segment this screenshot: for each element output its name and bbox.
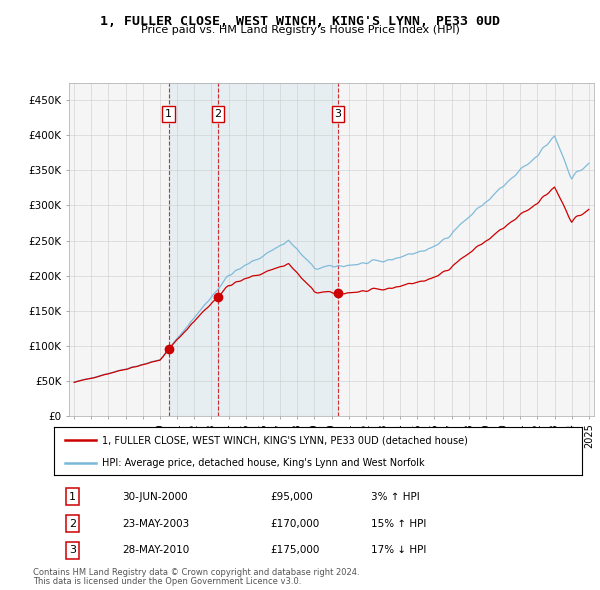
Text: £170,000: £170,000 bbox=[271, 519, 320, 529]
Text: 17% ↓ HPI: 17% ↓ HPI bbox=[371, 545, 426, 555]
Bar bbox=[169, 83, 218, 416]
Text: 15% ↑ HPI: 15% ↑ HPI bbox=[371, 519, 426, 529]
Text: £175,000: £175,000 bbox=[271, 545, 320, 555]
Text: Contains HM Land Registry data © Crown copyright and database right 2024.: Contains HM Land Registry data © Crown c… bbox=[33, 568, 359, 576]
Text: 3: 3 bbox=[69, 545, 76, 555]
Text: 3% ↑ HPI: 3% ↑ HPI bbox=[371, 491, 419, 502]
Text: 30-JUN-2000: 30-JUN-2000 bbox=[122, 491, 188, 502]
Text: 1, FULLER CLOSE, WEST WINCH, KING'S LYNN, PE33 0UD: 1, FULLER CLOSE, WEST WINCH, KING'S LYNN… bbox=[100, 15, 500, 28]
Text: 3: 3 bbox=[335, 109, 341, 119]
Text: 1: 1 bbox=[165, 109, 172, 119]
Text: 28-MAY-2010: 28-MAY-2010 bbox=[122, 545, 190, 555]
Text: HPI: Average price, detached house, King's Lynn and West Norfolk: HPI: Average price, detached house, King… bbox=[101, 458, 424, 468]
Text: 1, FULLER CLOSE, WEST WINCH, KING'S LYNN, PE33 0UD (detached house): 1, FULLER CLOSE, WEST WINCH, KING'S LYNN… bbox=[101, 435, 467, 445]
Text: 2: 2 bbox=[214, 109, 221, 119]
Text: 2: 2 bbox=[69, 519, 76, 529]
Bar bbox=[218, 83, 338, 416]
Text: Price paid vs. HM Land Registry's House Price Index (HPI): Price paid vs. HM Land Registry's House … bbox=[140, 25, 460, 35]
Text: 1: 1 bbox=[69, 491, 76, 502]
Text: £95,000: £95,000 bbox=[271, 491, 313, 502]
Text: This data is licensed under the Open Government Licence v3.0.: This data is licensed under the Open Gov… bbox=[33, 577, 301, 586]
Text: 23-MAY-2003: 23-MAY-2003 bbox=[122, 519, 190, 529]
